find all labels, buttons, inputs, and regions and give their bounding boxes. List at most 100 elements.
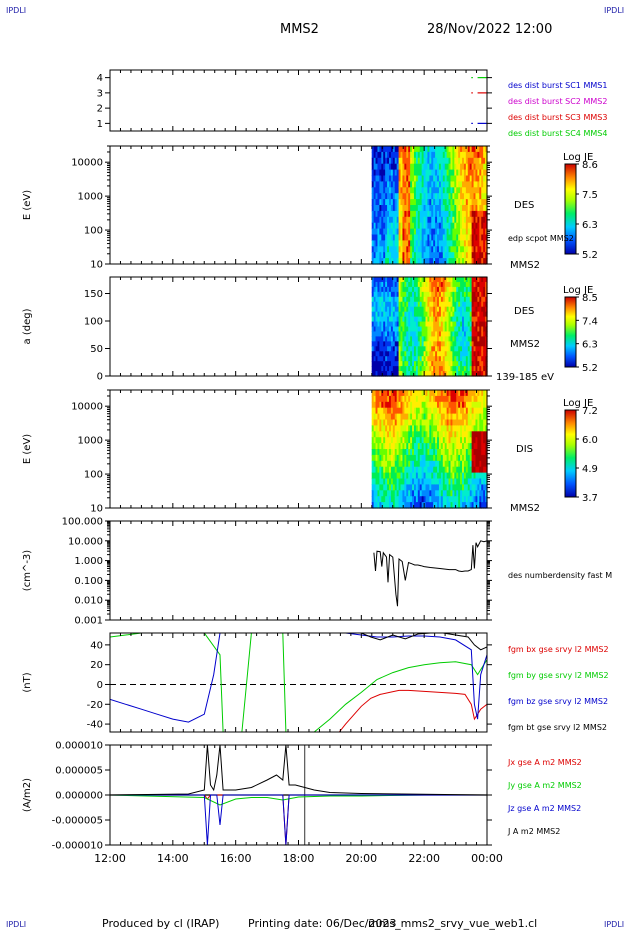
heatmap-cell-1 <box>390 205 394 212</box>
heatmap-cell-1 <box>371 252 375 259</box>
heatmap-cell-2 <box>375 286 379 293</box>
heatmap-cell-1 <box>463 181 467 188</box>
heatmap-cell-1 <box>431 246 434 253</box>
heatmap-cell-2 <box>463 366 467 372</box>
heatmap-cell-1 <box>448 234 452 241</box>
series-line-j-a <box>110 745 487 796</box>
heatmap-cell-3 <box>467 460 471 468</box>
heatmap-cell-3 <box>454 449 457 456</box>
heatmap-cell-1 <box>413 163 417 171</box>
heatmap-cell-2 <box>485 361 488 367</box>
heatmap-cell-2 <box>473 366 477 372</box>
heatmap-cell-2 <box>388 286 392 293</box>
heatmap-cell-3 <box>437 466 440 474</box>
heatmap-cell-2 <box>456 361 459 367</box>
heatmap-cell-2 <box>437 316 440 323</box>
heatmap-cell-3 <box>408 472 411 480</box>
heatmap-cell-3 <box>394 478 398 485</box>
heatmap-cell-2 <box>456 296 459 303</box>
heatmap-cell-1 <box>377 169 380 177</box>
heatmap-cell-2 <box>452 346 455 352</box>
heatmap-cell-2 <box>375 321 379 328</box>
heatmap-cell-3 <box>390 431 394 438</box>
heatmap-cell-1 <box>385 163 388 171</box>
heatmap-cell-1 <box>417 146 421 153</box>
heatmap-cell-2 <box>465 321 469 328</box>
heatmap-cell-1 <box>437 151 440 159</box>
heatmap-cell-3 <box>435 490 438 497</box>
heatmap-cell-1 <box>392 222 396 230</box>
heatmap-cell-3 <box>415 390 419 397</box>
heatmap-cell-2 <box>471 366 475 372</box>
heatmap-cell-1 <box>412 163 415 171</box>
heatmap-cell-3 <box>373 407 377 415</box>
heatmap-cell-3 <box>425 484 429 491</box>
heatmap-cell-3 <box>408 502 411 509</box>
heatmap-cell-2 <box>394 336 398 342</box>
heatmap-cell-2 <box>415 341 419 347</box>
heatmap-cell-1 <box>390 151 394 159</box>
heatmap-cell-3 <box>402 413 405 421</box>
heatmap-cell-2 <box>388 311 392 318</box>
heatmap-cell-3 <box>469 407 473 415</box>
heatmap-cell-1 <box>383 210 386 218</box>
heatmap-cell-1 <box>435 210 438 218</box>
heatmap-cell-2 <box>442 296 446 303</box>
heatmap-cell-2 <box>450 296 454 303</box>
heatmap-cell-1 <box>485 175 488 182</box>
heatmap-cell-2 <box>456 326 459 333</box>
heatmap-cell-2 <box>425 306 429 313</box>
heatmap-cell-2 <box>475 361 478 367</box>
heatmap-cell-2 <box>440 301 444 308</box>
heatmap-cell-1 <box>438 252 442 259</box>
heatmap-cell-2 <box>454 366 457 372</box>
heatmap-cell-3 <box>435 419 438 426</box>
heatmap-cell-1 <box>421 240 425 247</box>
heatmap-cell-2 <box>477 296 480 303</box>
heatmap-cell-3 <box>396 466 400 474</box>
heatmap-cell-1 <box>440 169 444 177</box>
heatmap-cell-1 <box>442 146 446 153</box>
heatmap-cell-1 <box>400 193 404 200</box>
heatmap-cell-3 <box>429 449 432 456</box>
heatmap-cell-3 <box>465 407 469 415</box>
heatmap-cell-1 <box>379 151 382 159</box>
heatmap-cell-1 <box>413 240 417 247</box>
y-tick-label-2: 0 <box>97 372 103 383</box>
heatmap-cell-1 <box>440 193 444 200</box>
heatmap-cell-3 <box>404 449 407 456</box>
heatmap-cell-1 <box>475 193 478 200</box>
heatmap-cell-3 <box>458 466 461 474</box>
heatmap-cell-1 <box>383 216 386 224</box>
heatmap-cell-2 <box>387 301 390 308</box>
heatmap-cell-3 <box>377 496 380 503</box>
heatmap-cell-2 <box>463 326 467 333</box>
heatmap-cell-1 <box>404 246 407 253</box>
heatmap-cell-2 <box>427 336 430 342</box>
heatmap-cell-1 <box>425 205 429 212</box>
heatmap-cell-1 <box>467 169 471 177</box>
heatmap-cell-1 <box>417 187 421 194</box>
heatmap-cell-3 <box>392 454 396 462</box>
heatmap-cell-3 <box>417 484 421 491</box>
heatmap-cell-3 <box>479 431 482 438</box>
heatmap-cell-1 <box>398 252 402 259</box>
heatmap-cell-2 <box>448 346 452 352</box>
heatmap-cell-1 <box>406 181 409 188</box>
heatmap-cell-1 <box>458 216 461 224</box>
heatmap-cell-3 <box>429 419 432 426</box>
heatmap-cell-3 <box>473 437 477 444</box>
heatmap-cell-3 <box>387 466 390 474</box>
heatmap-cell-2 <box>454 346 457 352</box>
heatmap-cell-2 <box>394 286 398 293</box>
heatmap-cell-3 <box>406 413 409 421</box>
heatmap-cell-1 <box>450 199 454 206</box>
heatmap-cell-1 <box>483 240 486 247</box>
heatmap-cell-3 <box>417 502 421 509</box>
heatmap-cell-2 <box>404 316 407 323</box>
heatmap-cell-2 <box>421 281 425 288</box>
heatmap-cell-2 <box>385 321 388 328</box>
panel-frame-0 <box>109 69 488 132</box>
heatmap-cell-1 <box>412 157 415 165</box>
heatmap-cell-3 <box>463 449 467 456</box>
